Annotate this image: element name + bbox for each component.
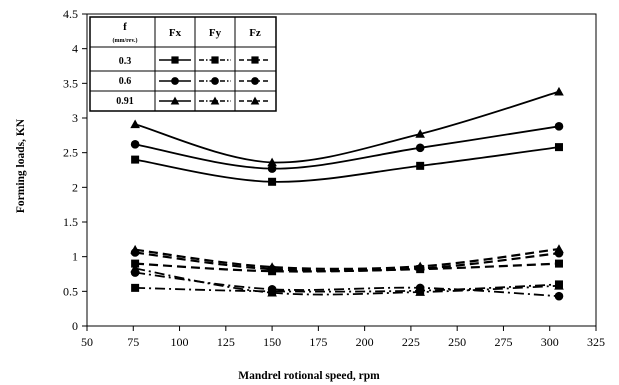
x-tick-label: 200 (356, 335, 374, 349)
series-line (134, 146, 560, 183)
data-point (131, 155, 140, 164)
series-fx-0.3 (131, 143, 563, 186)
y-tick-label: 4 (72, 42, 78, 56)
legend-marker (211, 77, 219, 85)
x-tick-label: 325 (587, 335, 605, 349)
data-point (554, 143, 563, 152)
plot-border (86, 13, 597, 327)
legend-header-feed: f (123, 21, 127, 33)
legend-grid (90, 17, 276, 111)
y-tick-label: 2 (72, 180, 78, 194)
data-point (130, 263, 140, 273)
x-tick-label: 50 (81, 335, 93, 349)
legend-sample-fx-0.91 (159, 96, 191, 105)
legend-sample-fx-0.3 (159, 56, 191, 64)
legend-sample-fx-0.6 (159, 77, 191, 85)
series-line (134, 247, 560, 271)
legend-feed-0.91: 0.91 (116, 96, 134, 107)
legend-marker (171, 77, 179, 85)
x-axis: 50 75 100 125 150 175 200 225 250 275 300 325 (81, 326, 605, 349)
x-tick-label: 275 (494, 335, 512, 349)
data-point (554, 280, 564, 290)
x-axis-title: Mandrel rotional speed, rpm (238, 370, 380, 382)
data-point (267, 157, 277, 167)
data-point (415, 129, 425, 138)
data-point (131, 259, 140, 268)
x-tick-label: 175 (309, 335, 327, 349)
x-tick-label: 300 (541, 335, 559, 349)
series-fx-0.91 (130, 86, 564, 167)
legend-sample-fz-0.91 (239, 96, 271, 105)
data-point (268, 177, 277, 186)
legend-marker (170, 96, 180, 105)
legend-marker (210, 96, 220, 105)
y-tick-label: 4.5 (63, 7, 78, 21)
series-line (134, 267, 560, 296)
legend-samples (159, 56, 271, 105)
series-line (135, 283, 560, 293)
legend-marker (251, 77, 259, 85)
legend-sample-fz-0.6 (239, 77, 271, 85)
data-point (554, 86, 564, 96)
data-point (130, 244, 140, 254)
legend: f (mm/rev.) Fx Fy Fz 0.3 0.6 0.91 (89, 16, 277, 112)
legend-feed-0.3: 0.3 (119, 56, 132, 67)
legend-box (89, 16, 277, 112)
legend-marker (250, 96, 260, 105)
x-tick-label: 100 (171, 335, 189, 349)
data-point (267, 287, 277, 297)
legend-sample-fy-0.91 (199, 96, 231, 105)
y-tick-label: 1.5 (63, 215, 78, 229)
data-point (554, 291, 564, 301)
series-line (134, 251, 560, 272)
data-point (554, 244, 564, 253)
series-fx-0.6 (130, 122, 564, 173)
x-tick-label: 125 (217, 335, 235, 349)
y-axis: 0 0.5 1 1.5 2 2.5 3 3.5 4 4.5 (63, 7, 87, 333)
data-point (415, 287, 425, 296)
legend-header-feed-unit: (mm/rev.) (112, 37, 137, 44)
data-point (554, 122, 564, 131)
series-fz-0.91 (130, 244, 564, 271)
x-tick-label: 225 (402, 335, 420, 349)
legend-header-fy: Fy (209, 27, 222, 39)
y-tick-label: 2.5 (63, 146, 78, 160)
data-point (131, 283, 140, 292)
legend-header-fx: Fx (169, 27, 182, 39)
data-point (130, 119, 140, 129)
x-tick-label: 250 (448, 335, 466, 349)
y-tick-label: 1 (72, 250, 78, 264)
data-point (267, 262, 277, 271)
series-line (134, 125, 560, 170)
plot-area (86, 13, 597, 327)
data-point (415, 143, 425, 153)
y-tick-label: 3.5 (63, 76, 78, 90)
y-tick-label: 0 (72, 319, 78, 333)
legend-marker (251, 56, 259, 64)
y-axis-title: Forming loads, KN (15, 118, 27, 213)
legend-sample-fy-0.6 (199, 77, 231, 85)
y-tick-label: 3 (72, 111, 78, 125)
legend-header-fz: Fz (249, 27, 261, 39)
data-point (415, 261, 425, 271)
x-tick-label: 75 (127, 335, 139, 349)
series-line (134, 90, 560, 164)
legend-feed-0.6: 0.6 (119, 76, 132, 87)
legend-marker (211, 56, 219, 64)
data-point (554, 259, 563, 268)
x-tick-label: 150 (263, 335, 281, 349)
series-fy-0.91 (130, 263, 564, 297)
data-point (416, 161, 425, 170)
series-layer (130, 86, 564, 301)
legend-marker (171, 56, 179, 64)
legend-sample-fy-0.3 (199, 56, 231, 64)
data-point (130, 140, 140, 149)
legend-sample-fz-0.3 (239, 56, 271, 64)
data-point (267, 164, 277, 173)
y-tick-label: 0.5 (63, 284, 78, 298)
